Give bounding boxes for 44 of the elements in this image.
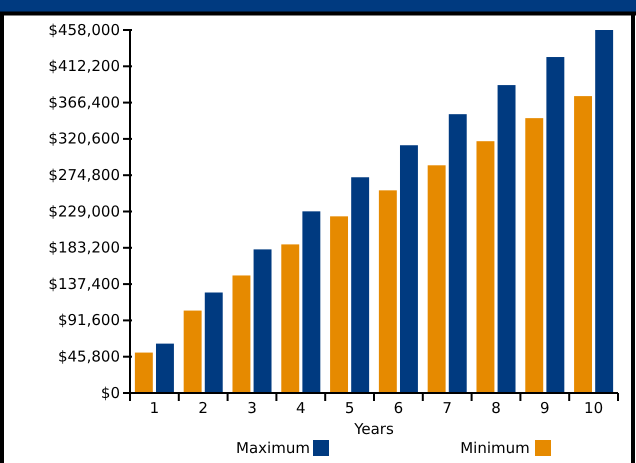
bar — [448, 114, 467, 393]
bar — [254, 249, 272, 393]
y-tick-label: $366,400 — [48, 93, 120, 112]
x-tick-label: 4 — [296, 399, 306, 417]
bar — [525, 118, 544, 393]
bar — [330, 216, 348, 393]
x-tick-label: 9 — [540, 399, 550, 417]
bar — [428, 165, 446, 393]
y-tick-label: $45,800 — [58, 348, 120, 366]
bar — [498, 85, 516, 393]
bar — [351, 177, 370, 393]
x-tick-label: 6 — [394, 399, 404, 417]
bar — [378, 190, 397, 393]
y-tick-label: $137,400 — [48, 274, 120, 293]
bar — [281, 244, 300, 393]
x-tick-label: 5 — [344, 399, 354, 417]
x-tick-label: 1 — [150, 399, 160, 417]
x-tick-label: 10 — [584, 399, 604, 417]
x-tick-label: 8 — [491, 399, 501, 417]
x-axis-title: Years — [353, 420, 394, 438]
x-tick-label: 7 — [442, 399, 452, 417]
y-tick-label: $320,600 — [48, 130, 120, 148]
bar — [595, 30, 614, 393]
y-tick-label: $229,000 — [48, 202, 120, 220]
x-tick-label: 3 — [247, 399, 257, 417]
y-tick-label: $91,600 — [58, 311, 120, 330]
bar — [156, 344, 174, 393]
bar — [546, 57, 564, 393]
bar — [184, 310, 202, 393]
legend-label: Maximum — [236, 439, 310, 457]
bar — [204, 292, 223, 393]
bar — [574, 96, 592, 393]
y-tick-label: $458,000 — [48, 20, 120, 39]
y-tick-label: $412,200 — [48, 57, 120, 76]
y-tick-label: $183,200 — [48, 238, 120, 257]
bar — [400, 145, 418, 393]
x-tick-label: 2 — [198, 399, 208, 417]
bar — [134, 352, 153, 393]
legend-label: Minimum — [460, 439, 530, 457]
bar — [476, 141, 494, 393]
bar — [302, 211, 320, 393]
bar — [232, 275, 250, 393]
y-tick-label: $274,800 — [48, 166, 120, 184]
y-tick-label: $0 — [100, 384, 120, 402]
